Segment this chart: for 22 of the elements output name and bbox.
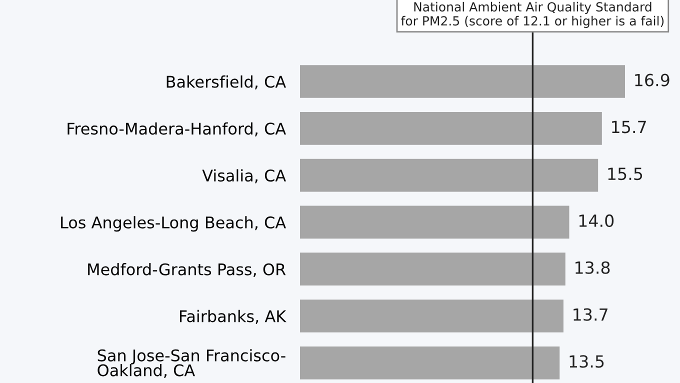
y-tick-label: Los Angeles-Long Beach, CA (61, 216, 286, 232)
data-label: 14.0 (579, 214, 614, 228)
y-tick-label: Fresno-Madera-Hanford, CA (68, 122, 286, 136)
data-label: 13.5 (570, 355, 604, 368)
data-label: 16.9 (635, 74, 670, 86)
data-label: 13.8 (576, 261, 610, 274)
bar (300, 300, 564, 332)
data-label: 15.5 (608, 168, 642, 180)
y-tick-label: Visalia, CA (202, 169, 286, 184)
bar (300, 346, 560, 380)
y-tick-label: Fairbanks, AK (180, 310, 286, 324)
y-tick-label: Medford-Grants Pass, OR (88, 263, 286, 278)
y-tick-label: San Jose-San Francisco- Oakland, CA (98, 349, 286, 378)
bar (300, 206, 570, 239)
bar (300, 112, 602, 145)
bar (300, 65, 625, 98)
y-tick-label: Bakersfield, CA (166, 75, 286, 90)
bar (300, 252, 566, 286)
data-label: 13.7 (574, 308, 608, 321)
data-label: 15.7 (612, 120, 646, 134)
ref-line-label: National Ambient Air Quality Standard for PM2.5 (score of 12.1 or higher is a fail) (401, 2, 664, 28)
bar (300, 158, 598, 192)
